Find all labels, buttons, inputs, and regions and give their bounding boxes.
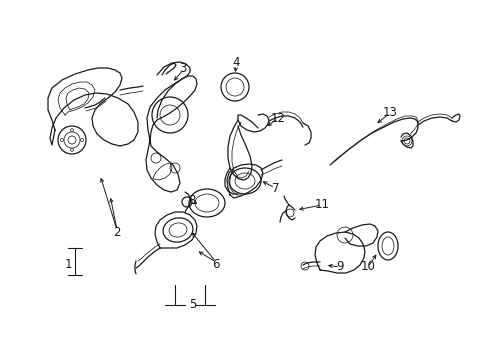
Text: 13: 13	[382, 107, 397, 120]
Text: 12: 12	[270, 112, 285, 125]
Text: 7: 7	[272, 181, 279, 194]
Text: 5: 5	[189, 298, 196, 311]
Text: 10: 10	[360, 260, 375, 273]
Text: 6: 6	[212, 257, 219, 270]
Text: 2: 2	[113, 226, 121, 239]
Text: 8: 8	[188, 194, 195, 207]
Text: 4: 4	[232, 57, 239, 69]
Text: 9: 9	[336, 260, 343, 273]
Text: 3: 3	[179, 62, 186, 75]
Text: 11: 11	[314, 198, 329, 211]
Text: 1: 1	[64, 258, 72, 271]
